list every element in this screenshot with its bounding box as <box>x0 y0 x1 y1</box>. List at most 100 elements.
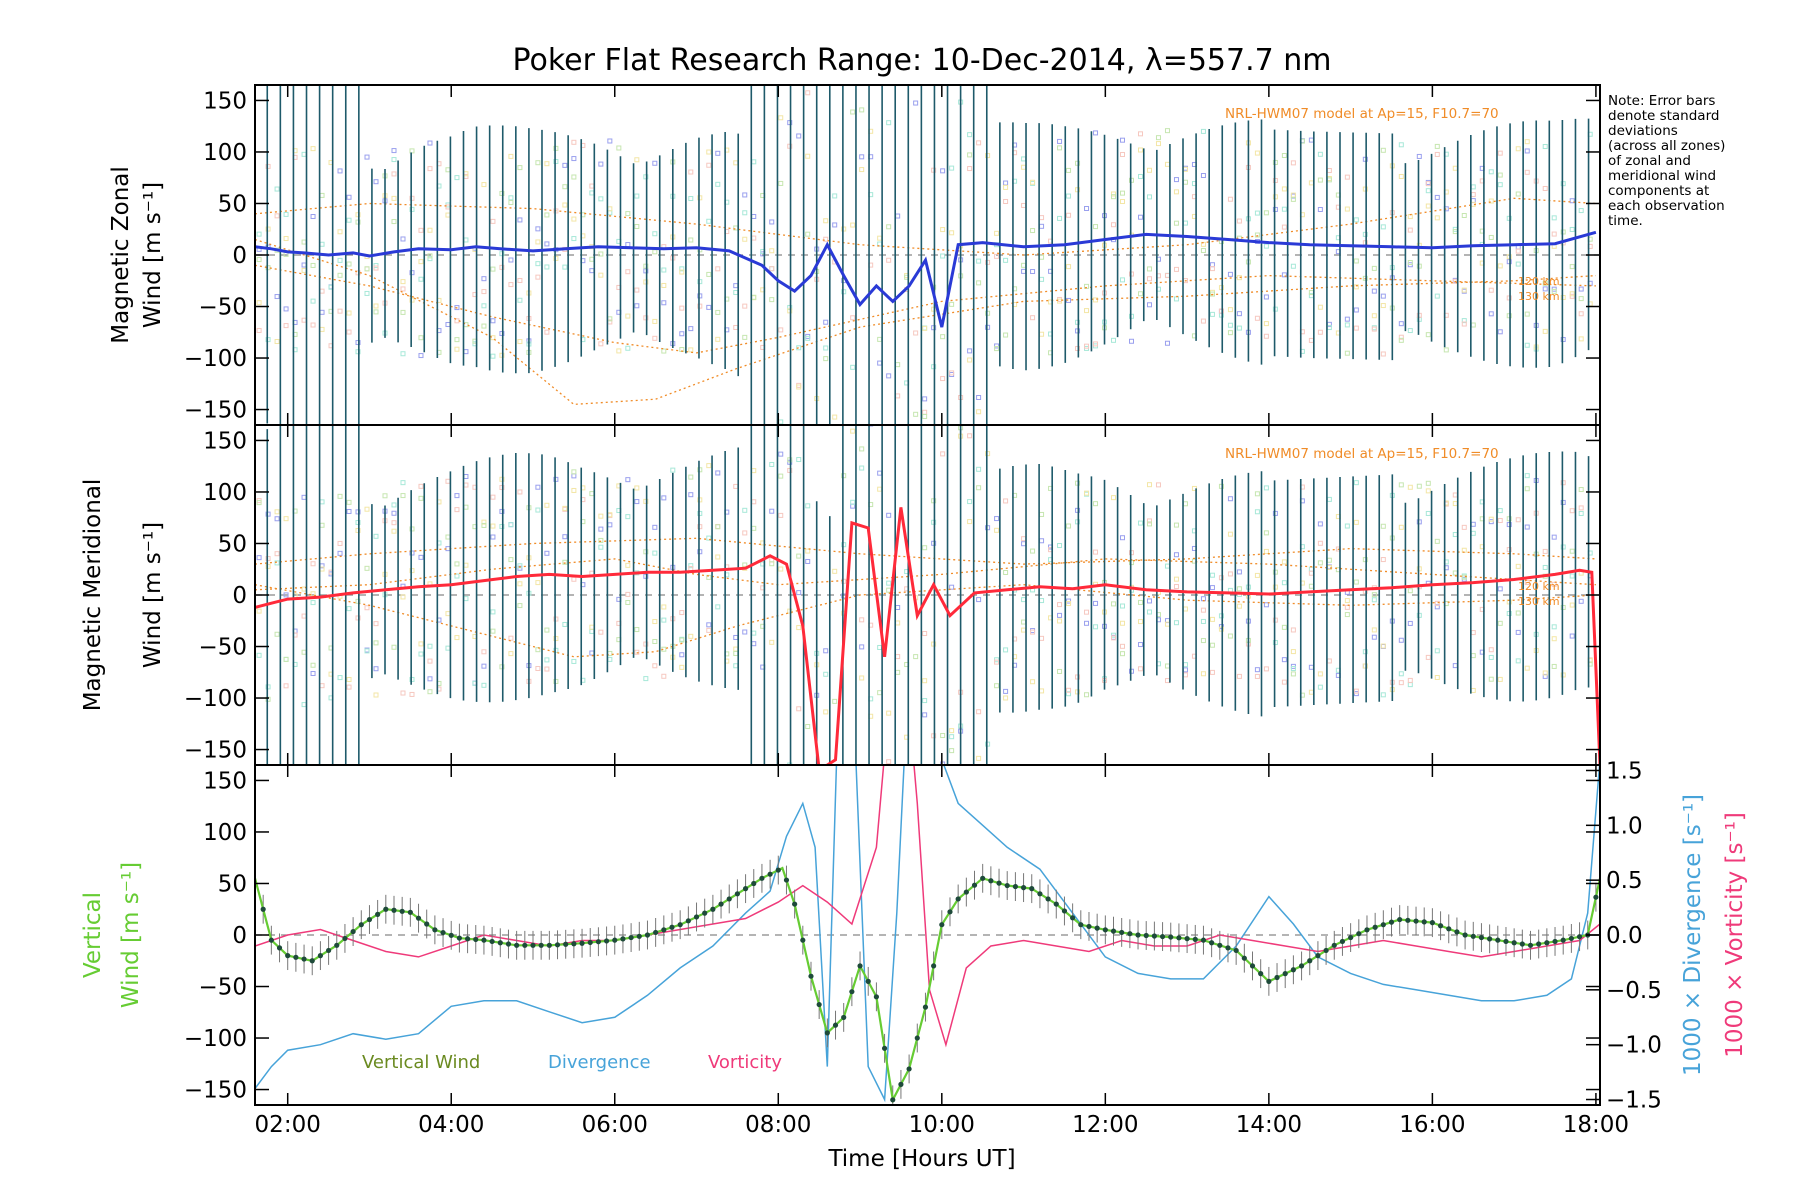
zonal-zone-point <box>1003 198 1009 204</box>
meridional-model-curves <box>255 537 1596 658</box>
meridional-zone-point <box>517 603 523 609</box>
meridional-zone-point <box>643 498 649 504</box>
meridional-zone-point <box>1057 543 1063 549</box>
meridional-zone-point <box>1173 620 1179 626</box>
meridional-zone-point <box>454 561 460 567</box>
meridional-zone-point <box>562 505 568 511</box>
zonal-zone-point <box>418 353 424 359</box>
zonal-zone-point <box>1075 345 1081 351</box>
meridional-zone-point <box>1434 674 1440 680</box>
zonal-zone-point <box>985 153 991 159</box>
y-tick-label: −100 <box>184 1026 247 1052</box>
zonal-zone-point <box>418 335 424 341</box>
vertical-wind-point <box>1364 927 1370 933</box>
meridional-zone-point <box>643 676 649 682</box>
meridional-zone-point <box>1272 584 1278 590</box>
meridional-zone-point <box>1344 523 1350 529</box>
meridional-zone-point <box>670 467 676 473</box>
vertical-wind-point <box>285 953 291 959</box>
meridional-model-curve <box>255 558 1596 591</box>
meridional-zone-point <box>544 666 550 672</box>
meridional-zone-point <box>427 689 433 695</box>
meridional-zone-point <box>1515 658 1521 664</box>
meridional-zone-point <box>382 493 388 499</box>
zonal-zone-point <box>562 162 568 168</box>
zonal-zone-point <box>1407 227 1413 233</box>
meridional-zone-point <box>1380 692 1386 698</box>
meridional-zone-point <box>886 710 892 716</box>
zonal-zone-point <box>517 297 523 303</box>
zonal-zone-point <box>517 277 523 283</box>
zonal-zone-point <box>1434 143 1440 149</box>
meridional-zone-point <box>1380 523 1386 529</box>
zonal-zone-point <box>985 310 991 316</box>
meridional-zone-point <box>391 528 397 534</box>
meridional-zone-point <box>535 580 541 586</box>
zonal-zone-point <box>643 268 649 274</box>
vertical-wind-point <box>1061 908 1068 914</box>
meridional-zone-point <box>1111 632 1117 638</box>
zonal-zone-point <box>373 265 379 271</box>
zonal-zone-point <box>1075 319 1081 325</box>
zonal-zone-point <box>1146 167 1152 173</box>
vertical-wind-point <box>1151 933 1157 939</box>
vertical-wind-point <box>268 937 274 943</box>
vertical-wind-point <box>783 877 790 883</box>
zonal-zone-point <box>1263 321 1269 327</box>
meridional-zone-point <box>796 625 802 631</box>
zonal-zone-point <box>769 297 775 303</box>
zonal-zone-point <box>274 294 280 300</box>
x-tick-label: 02:00 <box>255 1112 321 1138</box>
meridional-zone-point <box>274 516 280 522</box>
vertical-wind-point <box>464 936 471 942</box>
y-tick-label: 0 <box>232 583 247 609</box>
zonal-zone-point <box>1560 295 1566 301</box>
zonal-zone-point <box>1254 210 1260 216</box>
zonal-zone-point <box>688 196 694 202</box>
y-tick-label: 100 <box>203 820 247 846</box>
zonal-zone-point <box>355 349 361 355</box>
zonal-alt-label: 120 km <box>1518 275 1560 288</box>
zonal-zone-point <box>859 107 865 113</box>
zonal-zone-point <box>1542 144 1548 150</box>
zonal-zone-point <box>346 194 352 200</box>
x-tick-label: 08:00 <box>745 1112 811 1138</box>
vertical-wind-point <box>587 939 593 946</box>
meridional-zone-point <box>1263 530 1269 536</box>
meridional-zone-point <box>1542 548 1548 554</box>
meridional-zone-point <box>274 551 280 557</box>
meridional-zone-point <box>1209 642 1215 648</box>
meridional-zone-point <box>355 527 361 533</box>
meridional-zone-point <box>1407 588 1413 594</box>
zonal-zone-point <box>553 255 559 261</box>
meridional-zone-point <box>949 748 955 754</box>
meridional-zone-point <box>1542 670 1548 676</box>
zonal-zone-point <box>625 313 631 319</box>
meridional-zone-point <box>1093 549 1099 555</box>
zonal-zone-point <box>1290 160 1296 166</box>
zonal-zone-point <box>337 308 343 314</box>
meridional-zone-point <box>508 557 514 563</box>
vertical-wind-point <box>1331 942 1337 948</box>
y-tick-label: 100 <box>203 480 247 506</box>
x-axis-label: Time [Hours UT] <box>827 1146 1015 1172</box>
meridional-zone-point <box>679 664 685 670</box>
zonal-zone-point <box>1066 193 1072 199</box>
meridional-zone-point <box>688 492 694 498</box>
meridional-zone-point <box>841 473 847 479</box>
meridional-zone-point <box>508 651 514 657</box>
meridional-zone-point <box>931 540 937 546</box>
meridional-zone-point <box>364 506 370 512</box>
meridional-zone-point <box>517 563 523 569</box>
zonal-zone-point <box>715 150 721 156</box>
meridional-model-note: NRL-HWM07 model at Ap=15, F10.7=70 <box>1225 446 1499 462</box>
vertical-wind-point <box>260 906 266 912</box>
vertical-wind-point <box>1339 938 1346 945</box>
zonal-zone-point <box>1093 224 1099 230</box>
vertical-wind-point <box>579 940 585 946</box>
meridional-zone-point <box>427 676 433 682</box>
zonal-zone-point <box>1506 254 1512 260</box>
zonal-zone-point <box>1164 340 1170 346</box>
zonal-zone-point <box>409 148 415 154</box>
